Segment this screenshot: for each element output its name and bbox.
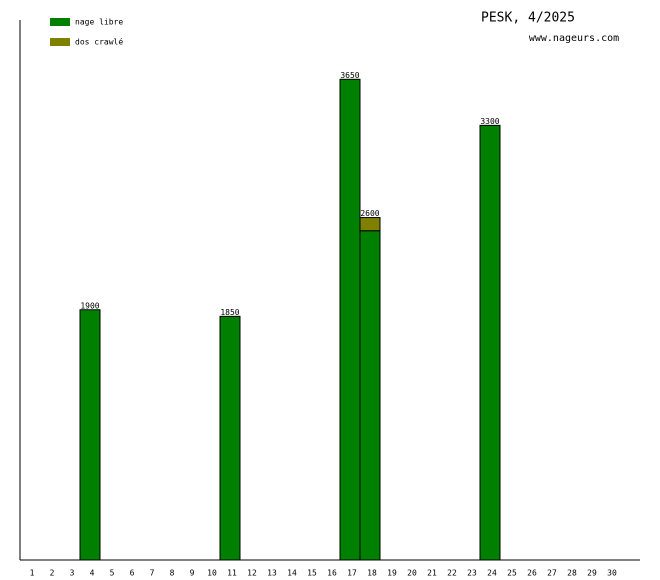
- x-tick-label: 14: [287, 569, 297, 578]
- x-tick-label: 2: [50, 569, 55, 578]
- x-tick-label: 8: [170, 569, 175, 578]
- legend-label: nage libre: [75, 18, 123, 27]
- x-tick-label: 6: [130, 569, 135, 578]
- bar-total-label: 1850: [220, 308, 239, 317]
- x-tick-label: 20: [407, 569, 417, 578]
- x-tick-label: 13: [267, 569, 277, 578]
- x-tick-label: 11: [227, 569, 237, 578]
- x-tick-label: 12: [247, 569, 257, 578]
- chart-title: PESK, 4/2025: [481, 11, 575, 26]
- bar: [339, 78, 361, 561]
- x-tick-label: 4: [90, 569, 95, 578]
- bar: [79, 309, 101, 561]
- bar: [479, 124, 501, 561]
- x-tick-label: 25: [507, 569, 517, 578]
- x-tick-label: 24: [487, 569, 497, 578]
- x-tick-label: 23: [467, 569, 477, 578]
- x-tick-label: 3: [70, 569, 75, 578]
- x-tick-label: 28: [567, 569, 577, 578]
- bar-total-label: 3300: [480, 117, 499, 126]
- x-tick-label: 16: [327, 569, 337, 578]
- legend-swatch: [50, 38, 70, 46]
- bar-total-label: 3650: [340, 71, 359, 80]
- x-tick-label: 21: [427, 569, 437, 578]
- x-tick-label: 19: [387, 569, 397, 578]
- x-tick-label: 29: [587, 569, 597, 578]
- x-tick-label: 27: [547, 569, 557, 578]
- x-tick-label: 18: [367, 569, 377, 578]
- x-tick-label: 17: [347, 569, 357, 578]
- x-tick-label: 5: [110, 569, 115, 578]
- legend-swatch: [50, 18, 70, 26]
- bar: [359, 230, 381, 561]
- bar: [359, 217, 381, 232]
- legend-label: dos crawlé: [75, 37, 123, 47]
- x-tick-label: 9: [190, 569, 195, 578]
- x-tick-label: 26: [527, 569, 537, 578]
- x-tick-label: 10: [207, 569, 217, 578]
- x-tick-label: 22: [447, 569, 457, 578]
- bar-total-label: 2600: [360, 209, 379, 218]
- x-tick-label: 7: [150, 569, 155, 578]
- bar-total-label: 1900: [80, 301, 99, 310]
- x-tick-label: 30: [607, 569, 617, 578]
- x-tick-label: 1: [30, 569, 35, 578]
- bar: [219, 315, 241, 561]
- x-tick-label: 15: [307, 569, 317, 578]
- chart-subtitle: www.nageurs.com: [529, 33, 619, 44]
